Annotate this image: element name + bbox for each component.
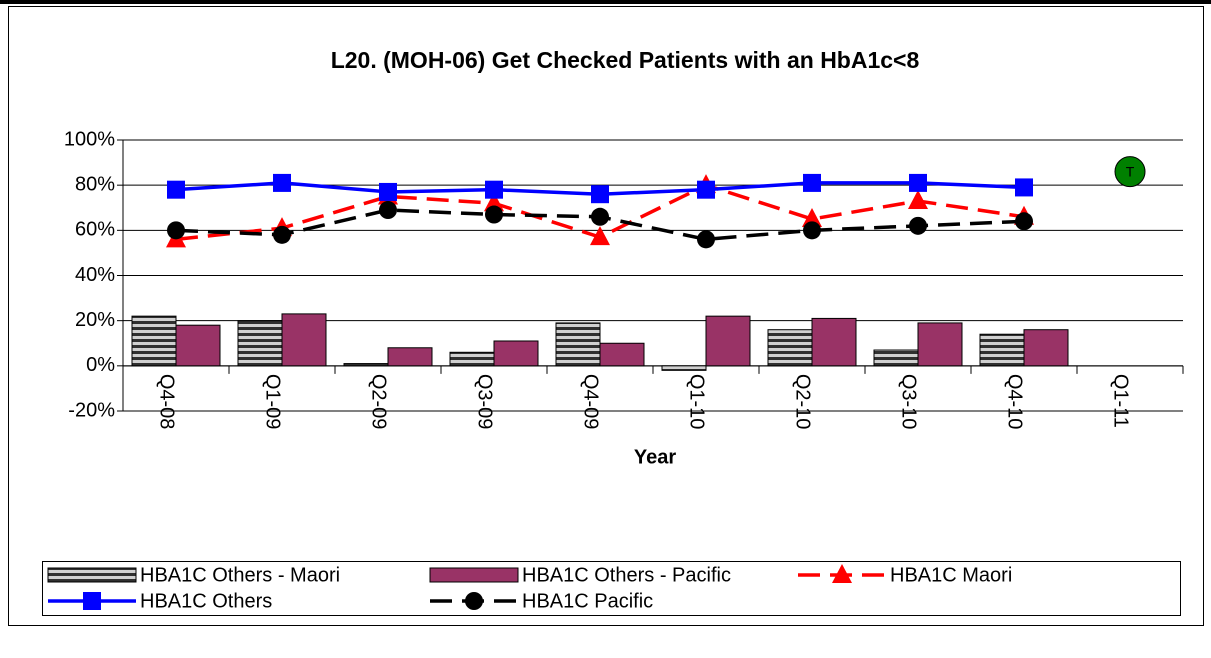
bar (979, 333, 1025, 367)
marker (167, 221, 185, 240)
bar (555, 322, 601, 367)
bar (175, 324, 221, 367)
x-tick-label: Q3-10 (898, 374, 920, 430)
marker (697, 230, 715, 249)
bar (387, 347, 433, 367)
legend-label: HBA1C Others (140, 590, 272, 612)
x-tick-label: Q2-10 (792, 374, 814, 430)
x-tick-label: Q4-10 (1004, 374, 1026, 430)
marker (1015, 212, 1033, 231)
bar (281, 313, 327, 367)
legend-label: HBA1C Pacific (522, 590, 653, 612)
target-label: T (1126, 163, 1135, 179)
x-axis-title: Year (634, 446, 676, 468)
marker (802, 208, 822, 228)
x-tick-label: Q4-08 (156, 374, 178, 430)
marker (484, 192, 504, 212)
chart-title: L20. (MOH-06) Get Checked Patients with … (331, 47, 920, 73)
marker (803, 221, 821, 240)
marker (591, 185, 609, 204)
marker (908, 189, 928, 209)
bar (917, 322, 963, 367)
bar (449, 351, 495, 367)
bar (661, 365, 707, 371)
legend-marker (465, 592, 483, 610)
marker (1015, 178, 1033, 197)
marker (909, 216, 927, 235)
marker (273, 173, 291, 192)
legend-swatch (429, 567, 519, 583)
y-tick-label: 100% (64, 128, 115, 150)
legend-marker (832, 564, 852, 583)
bar (705, 315, 751, 367)
x-tick-label: Q1-10 (686, 374, 708, 430)
bar (873, 349, 919, 367)
x-tick-label: Q1-11 (1110, 374, 1132, 428)
y-tick-label: 20% (75, 309, 115, 331)
marker (485, 205, 503, 224)
x-tick-label: Q2-09 (368, 374, 390, 430)
target-marker (1114, 156, 1146, 188)
y-tick-label: 60% (75, 219, 115, 241)
legend-label: HBA1C Others - Maori (140, 564, 340, 586)
bar (493, 340, 539, 367)
bar (343, 363, 389, 367)
legend-swatch (47, 567, 137, 583)
marker (697, 180, 715, 199)
bar (237, 320, 283, 367)
bar (811, 317, 857, 367)
y-tick-label: 0% (86, 354, 115, 376)
marker (590, 226, 610, 246)
marker (803, 173, 821, 192)
top-edge (0, 0, 1211, 4)
x-tick-label: Q3-09 (474, 374, 496, 430)
marker (167, 180, 185, 199)
marker (273, 225, 291, 244)
marker (909, 173, 927, 192)
bar (767, 329, 813, 367)
legend-marker (83, 592, 101, 610)
legend-box (42, 561, 1181, 616)
y-tick-label: -20% (68, 399, 115, 421)
y-tick-label: 80% (75, 173, 115, 195)
marker (591, 207, 609, 226)
x-tick-label: Q4-09 (580, 374, 602, 430)
marker (379, 201, 397, 220)
y-tick-label: 40% (75, 264, 115, 286)
marker (379, 182, 397, 201)
x-tick-label: Q1-09 (262, 374, 284, 430)
legend-label: HBA1C Maori (890, 564, 1012, 586)
legend-label: HBA1C Others - Pacific (522, 564, 731, 586)
marker (485, 180, 503, 199)
bar (599, 342, 645, 367)
chart-frame (8, 6, 1204, 626)
bar (131, 315, 177, 367)
bar (1023, 329, 1069, 367)
